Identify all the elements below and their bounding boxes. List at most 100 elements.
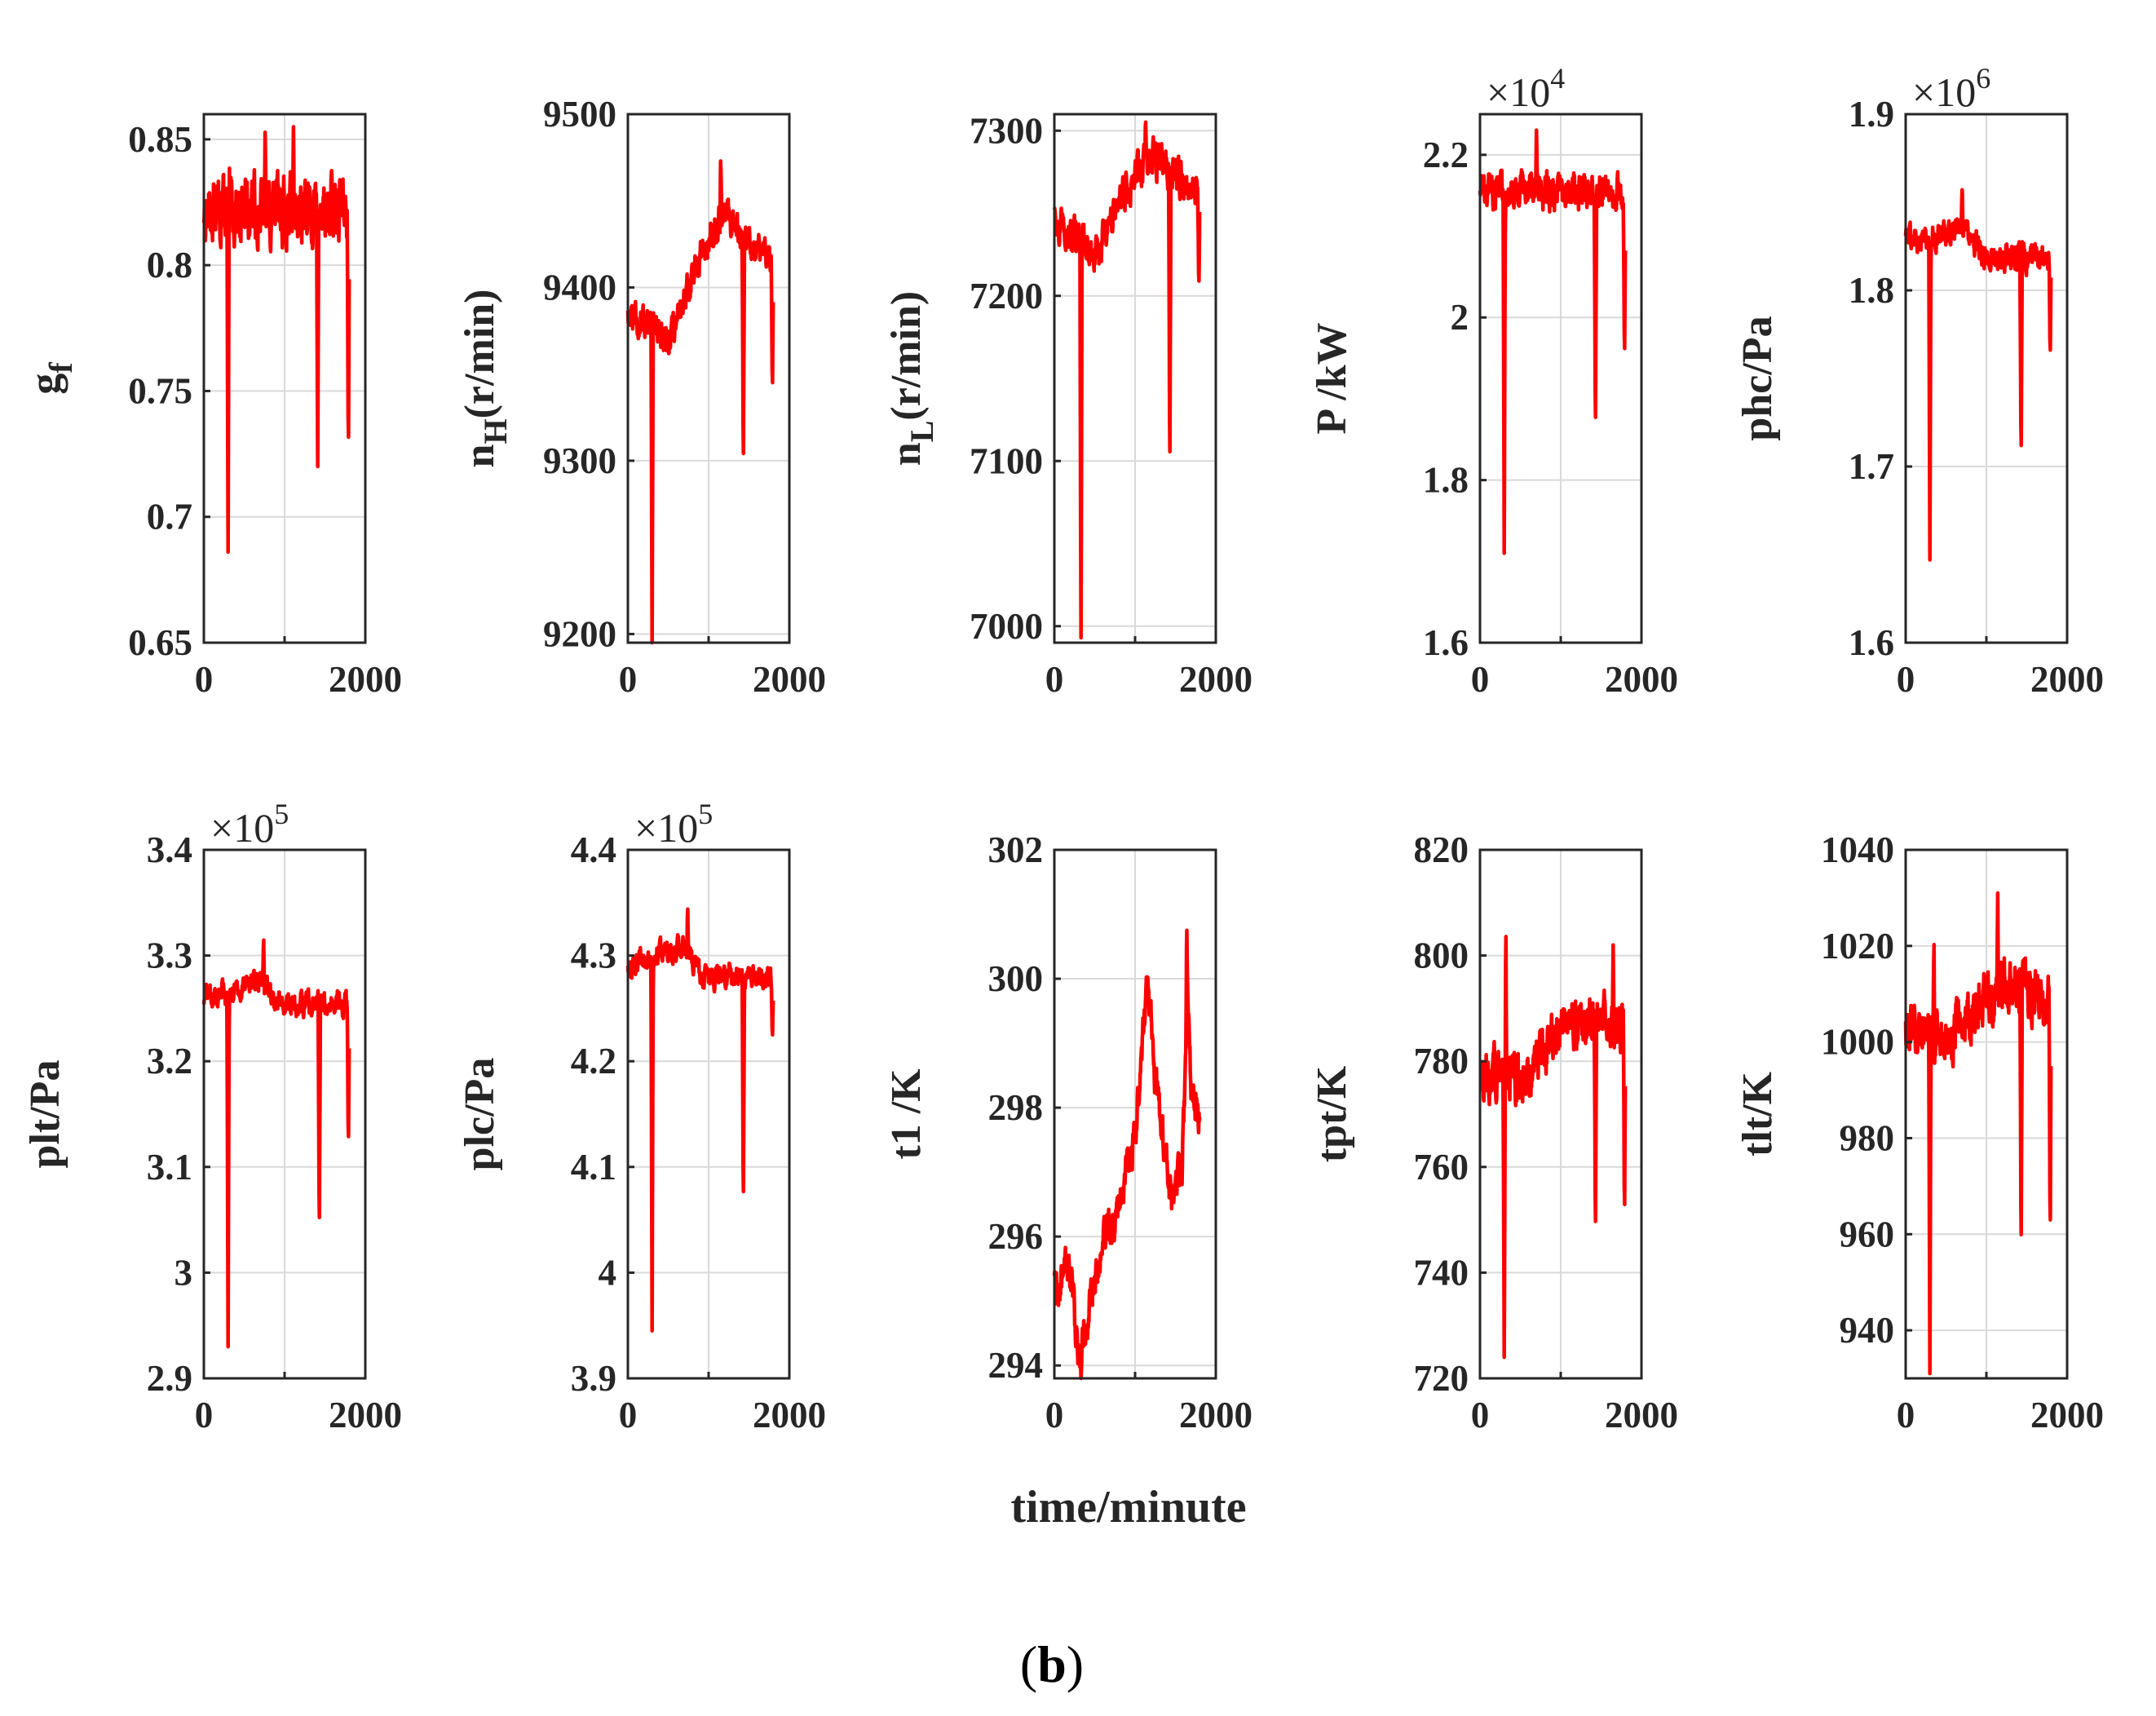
subplot-nL: 7000 7100 7200 7300 0 2000 nL(r/min) bbox=[883, 110, 1253, 700]
y-tick-label: 1.7 bbox=[1849, 446, 1894, 487]
y-tick-label: 9300 bbox=[543, 440, 616, 481]
y-tick-label: 740 bbox=[1414, 1252, 1469, 1293]
y-tick-label: 4 bbox=[599, 1252, 617, 1293]
y-axis-title: tlt/K bbox=[1734, 1071, 1781, 1157]
y-tick-label: 296 bbox=[988, 1216, 1044, 1257]
y-tick-label: 1020 bbox=[1821, 926, 1894, 966]
y-tick-label: 960 bbox=[1840, 1214, 1895, 1254]
x-tick-label: 0 bbox=[619, 1395, 638, 1435]
y-axis-title: nH(r/min) bbox=[457, 290, 514, 468]
x-tick-label: 2000 bbox=[753, 659, 826, 700]
x-tick-label: 0 bbox=[1471, 1395, 1490, 1435]
y-axis-title: P /kW bbox=[1309, 322, 1355, 434]
y-axis-title: plt/Pa bbox=[22, 1060, 68, 1169]
y-tick-label: 4.2 bbox=[571, 1041, 616, 1081]
x-tick-label: 2000 bbox=[329, 1395, 402, 1435]
y-tick-label: 300 bbox=[988, 958, 1044, 999]
y-tick-label: 3.9 bbox=[571, 1358, 616, 1399]
y-tick-label: 1.6 bbox=[1849, 622, 1894, 663]
caption-close: ) bbox=[1067, 1635, 1084, 1693]
subplot-P: 1.6 1.8 2 2.2 0 2000 ×104 P /kW bbox=[1309, 62, 1678, 700]
y-tick-label: 3.1 bbox=[147, 1147, 192, 1187]
y-axis-title: nL(r/min) bbox=[883, 291, 940, 466]
x-tick-label: 0 bbox=[195, 659, 214, 700]
y-tick-label: 0.85 bbox=[128, 119, 192, 160]
x-tick-label: 0 bbox=[1897, 1395, 1915, 1435]
y-tick-label: 980 bbox=[1840, 1117, 1895, 1158]
y-axis-title: plc/Pa bbox=[457, 1058, 503, 1171]
subplot-t1: 294 296 298 300 302 0 2000 t1 /K bbox=[883, 829, 1253, 1435]
y-tick-label: 7300 bbox=[970, 110, 1043, 151]
y-tick-label: 1.8 bbox=[1849, 270, 1894, 311]
y-tick-label: 2.2 bbox=[1423, 135, 1469, 175]
subplot-tpt: 720 740 760 780 800 820 0 2000 tpt/K bbox=[1309, 829, 1678, 1435]
y-tick-label: 3 bbox=[175, 1252, 193, 1293]
x-tick-label: 2000 bbox=[1605, 659, 1678, 700]
y-tick-label: 4.3 bbox=[571, 935, 616, 976]
y-tick-label: 820 bbox=[1414, 829, 1469, 870]
y-tick-label: 3.4 bbox=[147, 829, 192, 870]
y-tick-label: 0.8 bbox=[147, 245, 192, 285]
y-tick-label: 4.1 bbox=[571, 1147, 616, 1187]
y-axis-title: phc/Pa bbox=[1734, 316, 1781, 440]
y-tick-label: 0.7 bbox=[147, 497, 192, 537]
y-tick-label: 0.75 bbox=[128, 370, 192, 411]
figure-caption: (b) bbox=[1020, 1635, 1084, 1693]
y-tick-label: 294 bbox=[988, 1345, 1044, 1386]
subplot-gf: 0.65 0.7 0.75 0.8 0.85 0 2000 gf bbox=[22, 114, 402, 700]
x-tick-label: 2000 bbox=[753, 1395, 826, 1435]
x-tick-label: 0 bbox=[1045, 1395, 1064, 1435]
y-tick-label: 1.6 bbox=[1423, 622, 1469, 663]
x-tick-label: 2000 bbox=[2030, 1395, 2104, 1435]
x-tick-label: 2000 bbox=[1179, 659, 1253, 700]
y-multiplier: ×105 bbox=[210, 798, 289, 851]
y-tick-label: 940 bbox=[1840, 1310, 1895, 1351]
y-tick-label: 7000 bbox=[970, 606, 1043, 647]
y-tick-label: 1000 bbox=[1821, 1022, 1894, 1063]
x-tick-label: 0 bbox=[1045, 659, 1064, 700]
y-tick-label: 9500 bbox=[543, 94, 616, 135]
y-axis-title: gf bbox=[22, 362, 79, 395]
y-axis-title: tpt/K bbox=[1309, 1065, 1355, 1162]
y-axis-title: t1 /K bbox=[883, 1068, 930, 1160]
y-tick-label: 1.9 bbox=[1849, 94, 1894, 135]
y-tick-label: 1040 bbox=[1821, 829, 1894, 870]
caption-open: ( bbox=[1020, 1635, 1037, 1693]
y-tick-label: 0.65 bbox=[128, 622, 192, 663]
caption-letter: b bbox=[1037, 1635, 1067, 1693]
subplot-plc: 3.9 4 4.1 4.2 4.3 4.4 0 2000 ×105 plc/Pa bbox=[457, 798, 826, 1435]
subplot-nH: 9200 9300 9400 9500 0 2000 nH(r/min) bbox=[457, 94, 826, 700]
x-tick-label: 0 bbox=[1471, 659, 1490, 700]
y-tick-label: 2 bbox=[1451, 297, 1469, 338]
y-tick-label: 1.8 bbox=[1423, 460, 1469, 501]
x-tick-label: 0 bbox=[1897, 659, 1915, 700]
y-multiplier: ×104 bbox=[1487, 62, 1565, 115]
x-tick-label: 2000 bbox=[1605, 1395, 1678, 1435]
x-tick-label: 2000 bbox=[329, 659, 402, 700]
y-tick-label: 9400 bbox=[543, 267, 616, 307]
x-tick-label: 2000 bbox=[2030, 659, 2104, 700]
x-axis-title: time/minute bbox=[1010, 1482, 1246, 1532]
y-tick-label: 7100 bbox=[970, 440, 1043, 481]
y-tick-label: 298 bbox=[988, 1087, 1044, 1128]
y-tick-label: 3.2 bbox=[147, 1041, 192, 1081]
figure-canvas: time/minute (b) 0.650.70.750.80.850 2000g… bbox=[0, 0, 2156, 1716]
x-tick-label: 0 bbox=[619, 659, 638, 700]
y-tick-label: 780 bbox=[1414, 1041, 1469, 1081]
y-multiplier: ×106 bbox=[1912, 62, 1990, 115]
y-tick-label: 4.4 bbox=[571, 829, 616, 870]
y-tick-label: 760 bbox=[1414, 1147, 1469, 1187]
y-tick-label: 800 bbox=[1414, 935, 1469, 976]
y-tick-label: 7200 bbox=[970, 276, 1043, 316]
y-tick-label: 720 bbox=[1414, 1358, 1469, 1399]
x-tick-label: 2000 bbox=[1179, 1395, 1253, 1435]
y-tick-label: 2.9 bbox=[147, 1358, 192, 1399]
subplot-plt: 2.9 3 3.1 3.2 3.3 3.4 0 2000 ×105 plt/Pa bbox=[22, 798, 402, 1435]
y-tick-label: 302 bbox=[988, 829, 1044, 870]
subplot-tlt: 940 960 980 1000 1020 1040 0 2000 tlt/K bbox=[1734, 829, 2104, 1435]
subplot-phc: 1.6 1.7 1.8 1.9 0 2000 ×106 phc/Pa bbox=[1734, 62, 2104, 700]
x-tick-label: 0 bbox=[195, 1395, 214, 1435]
y-tick-label: 3.3 bbox=[147, 935, 192, 976]
y-tick-label: 9200 bbox=[543, 613, 616, 654]
y-multiplier: ×105 bbox=[634, 798, 713, 851]
